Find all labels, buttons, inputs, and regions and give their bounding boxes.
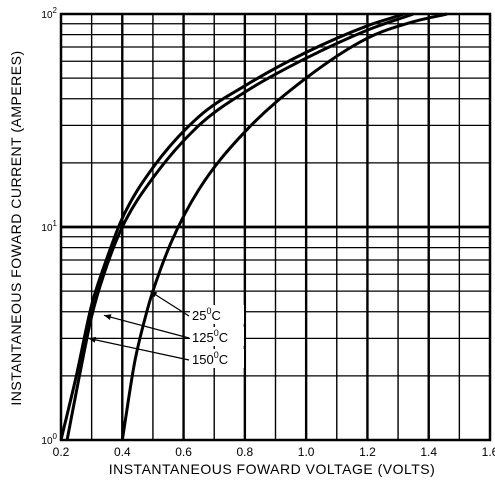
y-tick-label: 102 bbox=[41, 6, 57, 21]
annotation-arrowhead bbox=[149, 291, 158, 298]
grid bbox=[61, 14, 490, 440]
series-label: 1500C bbox=[192, 350, 228, 367]
x-tick-label: 0.6 bbox=[175, 445, 192, 459]
y-tick-label: 100 bbox=[41, 432, 57, 447]
annotation-leader bbox=[103, 314, 190, 339]
x-tick-label: 1.2 bbox=[359, 445, 376, 459]
series-label: 250C bbox=[192, 306, 221, 323]
annotation-leader bbox=[88, 337, 190, 361]
annotation-arrowhead bbox=[103, 314, 112, 320]
series-label: 1250C bbox=[192, 328, 228, 345]
x-tick-label: 0.4 bbox=[114, 445, 131, 459]
x-tick-label: 1.6 bbox=[482, 445, 495, 459]
x-tick-label: 0.2 bbox=[53, 445, 70, 459]
x-tick-label: 1.4 bbox=[420, 445, 437, 459]
y-axis-label: INSTANTANEOUS FOWARD CURRENT (AMPERES) bbox=[8, 50, 24, 405]
plot-frame bbox=[59, 12, 492, 442]
annotation-label-bg bbox=[190, 305, 244, 324]
x-tick-labels: 0.2 0.4 0.6 0.8 1.0 1.2 1.4 1.6 bbox=[53, 445, 495, 459]
series-line-2 bbox=[59, 12, 405, 441]
annotation-label-bg bbox=[190, 327, 244, 346]
annotation-arrowhead bbox=[88, 336, 97, 343]
x-tick-label: 1.0 bbox=[298, 445, 315, 459]
y-tick-labels: 100 101 102 bbox=[41, 6, 57, 447]
series-annotations: 250C 1250C 1500C bbox=[88, 290, 244, 368]
series-line-1 bbox=[65, 12, 414, 441]
x-tick-label: 0.8 bbox=[237, 445, 254, 459]
x-axis-label: INSTANTANEOUS FOWARD VOLTAGE (VOLTS) bbox=[109, 461, 436, 477]
annotation-leader bbox=[149, 290, 190, 317]
y-tick-label: 101 bbox=[41, 219, 57, 234]
annotation-label-bg bbox=[190, 349, 244, 368]
